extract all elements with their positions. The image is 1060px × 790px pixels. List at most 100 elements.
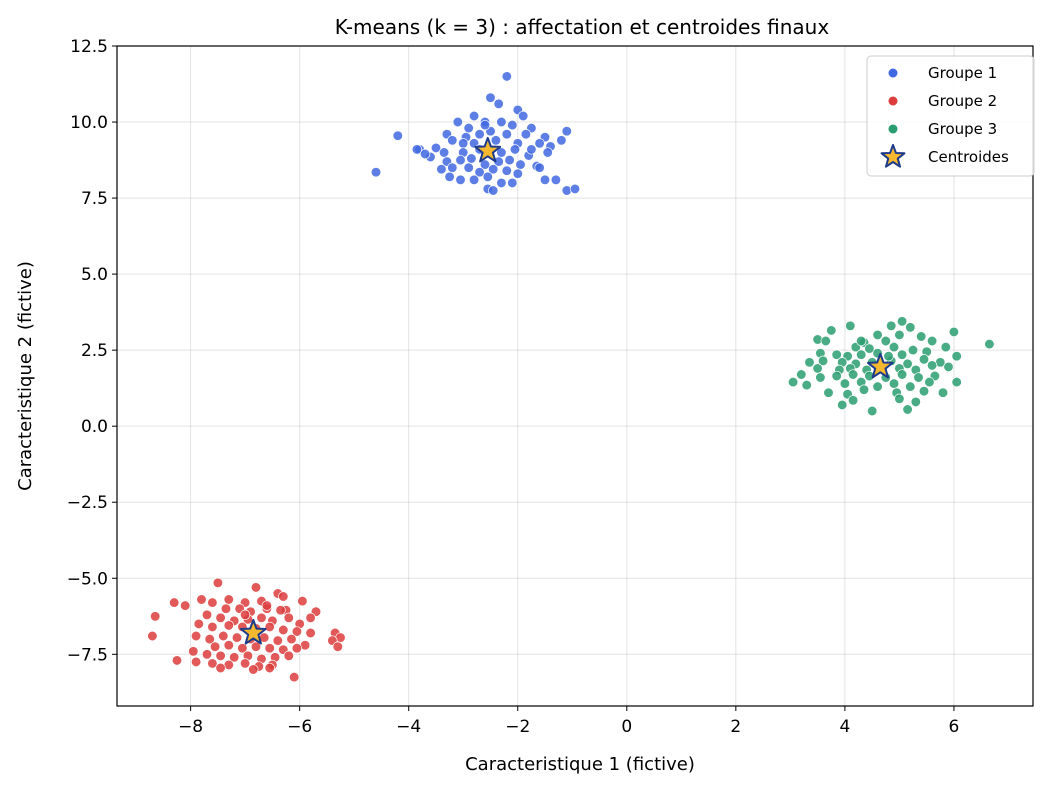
data-point [886,320,897,331]
data-point [223,620,234,631]
data-point [207,658,218,669]
data-point [250,641,262,652]
data-point [542,147,553,158]
data-point [180,600,191,611]
data-point [839,378,851,389]
data-point [201,609,213,620]
centroid-star [866,352,894,379]
legend-marker-groupe-1 [888,68,898,78]
data-point [231,632,243,643]
data-point [201,649,213,660]
data-point [196,594,207,605]
data-point [215,650,226,661]
data-point [817,355,829,366]
data-point [858,384,870,395]
legend-centroid-star-icon [880,144,906,168]
data-point [496,116,507,128]
y-tick-label: −5.0 [67,569,108,589]
centroid-star [239,619,267,645]
data-point [910,396,921,408]
y-tick-label: 5.0 [81,265,108,285]
y-tick-label: 12.5 [70,37,108,57]
data-point [430,142,442,154]
data-point [896,349,908,360]
y-tick-label: 10.0 [70,113,108,133]
data-point [801,379,812,391]
data-point [515,159,526,170]
data-point [474,129,485,140]
data-point [826,325,837,336]
data-point [831,370,842,382]
data-point [569,183,581,195]
data-point [918,386,930,397]
data-point [463,122,474,134]
data-point [223,594,234,605]
data-point [856,349,867,360]
data-point [951,376,962,388]
data-point [556,135,567,146]
data-point [823,387,834,398]
data-point [466,153,477,164]
data-point [888,378,900,389]
x-tick-label: −6 [287,717,312,737]
y-tick-label: −2.5 [67,493,108,513]
data-point [193,618,204,630]
data-point [507,177,518,189]
data-point [561,126,572,137]
data-point [951,351,962,362]
data-point [856,335,867,347]
series-groupe-3 [787,316,995,417]
data-point [264,621,275,633]
data-point [864,343,875,354]
data-point [212,577,224,588]
data-point [458,138,469,149]
data-point [913,372,924,383]
data-point [847,395,859,406]
data-point [512,168,523,179]
series-groupe-1 [370,71,581,196]
data-point [837,399,848,411]
data-point [215,612,226,623]
data-point [902,358,913,369]
data-point [872,381,883,392]
legend-label-groupe-3: Groupe 3 [928,120,997,138]
data-point [286,633,297,645]
data-point [438,147,450,158]
data-point [796,369,807,380]
data-point [831,349,842,360]
data-point [984,338,995,350]
x-tick-label: −2 [505,717,530,737]
data-point [474,167,485,178]
data-point [264,662,275,674]
data-point [482,171,493,182]
data-point [452,116,463,128]
data-point [526,144,537,155]
data-point [485,92,496,103]
legend-marker-groupe-2 [888,96,898,106]
y-tick-label: 0.0 [81,417,108,437]
x-tick-label: 0 [621,717,632,737]
data-point [896,316,908,327]
data-point [455,154,466,166]
data-point [520,129,532,140]
data-point [261,600,273,611]
data-point [815,372,826,383]
data-point [248,664,259,675]
data-point [264,643,275,654]
data-point [291,643,303,654]
data-point [419,148,431,160]
data-point [239,609,251,620]
data-point [896,369,908,380]
y-tick-label: 2.5 [81,341,108,361]
data-point [490,135,502,146]
data-point [948,326,960,338]
legend-label-centroides: Centroides [928,148,1009,166]
data-point [447,162,458,173]
legend-label-groupe-1: Groupe 1 [928,64,997,82]
data-point [272,635,283,646]
data-point [509,144,521,155]
data-point [907,344,919,356]
data-point [209,641,221,652]
centroid-markers [239,136,894,645]
